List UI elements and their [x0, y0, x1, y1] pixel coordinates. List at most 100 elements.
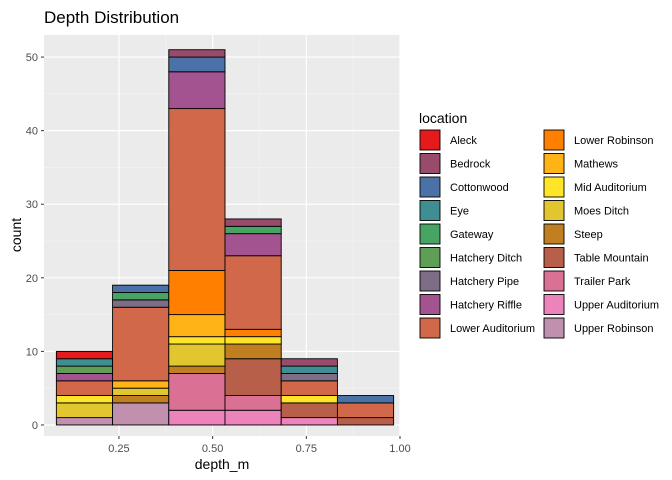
x-tick-label: 1.00 — [389, 443, 410, 455]
y-axis-title: count — [8, 218, 24, 252]
bar-segment — [224, 343, 282, 360]
legend-swatch — [543, 294, 565, 315]
bar-segment — [168, 71, 226, 110]
bar-segment — [280, 358, 338, 367]
bar-segment — [55, 373, 114, 382]
legend-swatch — [419, 294, 441, 315]
y-tick-label: 50 — [26, 52, 38, 64]
x-axis-title: depth_m — [195, 456, 249, 472]
bar-segment — [280, 417, 338, 426]
bar-segment — [112, 402, 170, 426]
bar-segment — [336, 402, 395, 419]
legend-swatch — [543, 153, 565, 174]
legend-swatch — [419, 223, 441, 245]
bar-segment — [336, 395, 395, 404]
legend-swatch — [543, 270, 565, 292]
bar-segment — [224, 255, 282, 330]
bar-segment — [280, 373, 338, 382]
legend-label: Bedrock — [450, 159, 491, 171]
bar-segment — [280, 380, 338, 396]
bar-segment — [112, 387, 170, 396]
bar-segment — [168, 49, 226, 58]
bar-segment — [168, 409, 226, 426]
bar-segment — [55, 395, 114, 404]
bar-segment — [55, 417, 114, 426]
legend-label: Upper Auditorium — [574, 300, 659, 312]
legend-label: Trailer Park — [574, 276, 631, 288]
legend-swatch — [419, 153, 441, 174]
legend-label: Eye — [450, 206, 469, 218]
y-tick-label: 30 — [26, 199, 38, 211]
bar-segment — [168, 108, 226, 271]
bar-segment — [55, 365, 114, 374]
legend-swatch — [419, 270, 441, 292]
legend-label: Hatchery Riffle — [450, 300, 522, 312]
x-tick-label: 0.25 — [108, 443, 129, 455]
legend-label: Lower Robinson — [574, 135, 654, 147]
legend-label: Aleck — [450, 135, 477, 147]
legend-swatch — [543, 129, 565, 151]
legend-label: Hatchery Pipe — [450, 276, 519, 288]
stacked-bars — [55, 49, 395, 426]
bar-segment — [224, 395, 282, 411]
bar-segment — [280, 395, 338, 404]
bar-segment — [224, 233, 282, 257]
bar-segment — [168, 373, 226, 411]
bar-segment — [168, 314, 226, 338]
bar-segment — [55, 402, 114, 419]
y-axis: 0 10 20 30 40 50 — [26, 52, 44, 432]
bar-segment — [168, 56, 226, 73]
x-axis: 0.25 0.50 0.75 1.00 — [108, 436, 411, 455]
bar-segment — [168, 269, 226, 316]
bar-segment — [280, 365, 338, 374]
y-tick-label: 20 — [26, 273, 38, 285]
bar-segment — [168, 343, 226, 367]
bar-segment — [55, 380, 114, 396]
legend: Aleck Bedrock Cottonwood Eye Gateway Hatchery… — [419, 129, 659, 339]
x-tick-label: 0.50 — [202, 443, 223, 455]
legend-label: Table Mountain — [574, 253, 649, 265]
bar-segment — [168, 336, 226, 345]
legend-label: Hatchery Ditch — [450, 253, 522, 265]
bar-segment — [112, 306, 170, 382]
legend-swatch — [419, 176, 441, 198]
y-tick-label: 10 — [26, 346, 38, 358]
bar-segment — [224, 336, 282, 345]
bar-segment — [112, 395, 170, 404]
bar-segment — [280, 402, 338, 419]
bar-segment — [55, 358, 114, 367]
legend-label: Gateway — [450, 229, 494, 241]
legend-swatch — [543, 176, 565, 198]
bar-segment — [224, 218, 282, 227]
bar-segment — [224, 328, 282, 338]
y-tick-label: 40 — [26, 126, 38, 138]
chart-title: Depth Distribution — [44, 8, 179, 27]
legend-swatch — [419, 200, 441, 221]
bar-segment — [224, 358, 282, 396]
bar-segment — [112, 292, 170, 301]
legend-label: Lower Auditorium — [450, 323, 535, 335]
bar-segment — [112, 380, 170, 389]
legend-label: Mathews — [574, 159, 619, 171]
bar-segment — [336, 417, 395, 426]
legend-swatch — [543, 317, 565, 339]
bar-segment — [168, 365, 226, 374]
legend-swatch — [419, 247, 441, 268]
bar-segment — [55, 350, 114, 360]
legend-swatch — [419, 317, 441, 339]
y-tick-label: 0 — [32, 420, 38, 432]
bar-segment — [224, 225, 282, 235]
legend-swatch — [543, 223, 565, 245]
legend-label: Steep — [574, 229, 603, 241]
legend-swatch — [543, 247, 565, 268]
bar-segment — [224, 409, 282, 426]
legend-swatch — [419, 129, 441, 151]
x-tick-label: 0.75 — [296, 443, 317, 455]
legend-label: Mid Auditorium — [574, 182, 647, 194]
legend-label: Cottonwood — [450, 182, 509, 194]
bar-segment — [112, 284, 170, 293]
legend-label: Moes Ditch — [574, 206, 629, 218]
legend-swatch — [543, 200, 565, 221]
legend-title: location — [419, 110, 467, 126]
